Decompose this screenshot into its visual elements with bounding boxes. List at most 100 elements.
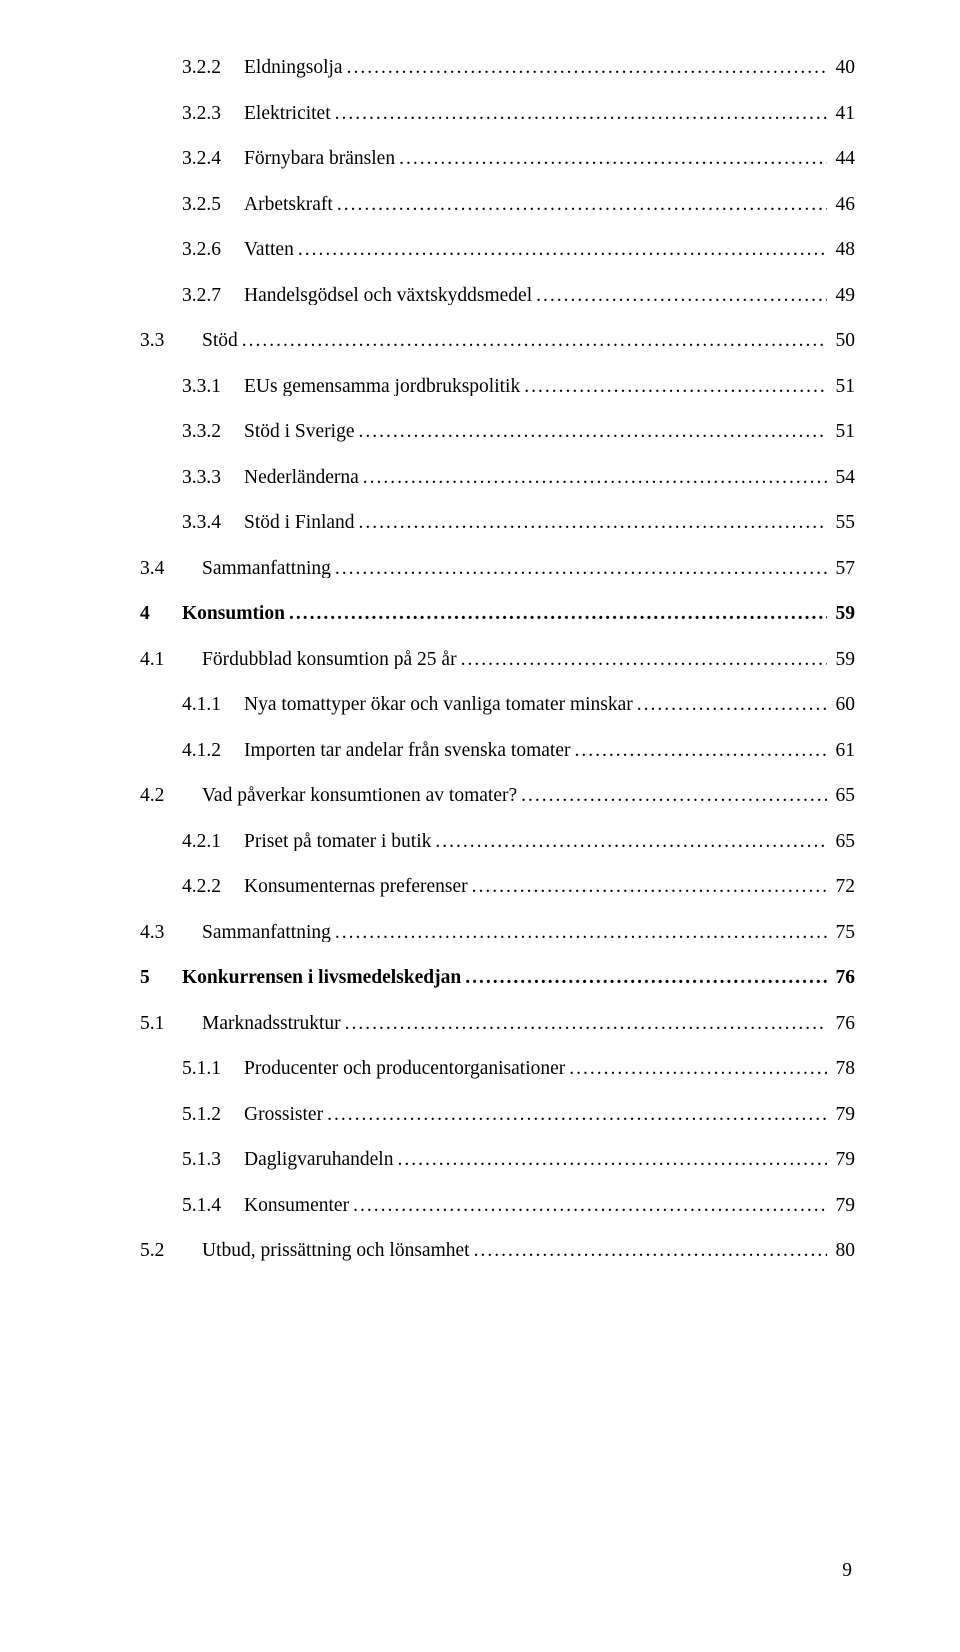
toc-entry-number: 4.1.2 bbox=[182, 741, 244, 761]
toc-leader-dots bbox=[395, 149, 827, 169]
toc-entry-number: 4.1 bbox=[140, 650, 202, 670]
toc-entry-number: 4.2.2 bbox=[182, 877, 244, 897]
toc-entry: 5.2Utbud, prissättning och lönsamhet 80 bbox=[140, 1241, 855, 1261]
toc-leader-dots bbox=[470, 1241, 827, 1261]
toc-entry-page: 61 bbox=[827, 741, 855, 761]
toc-entry-title: Vad påverkar konsumtionen av tomater? bbox=[202, 786, 517, 806]
toc-leader-dots bbox=[570, 741, 827, 761]
toc-entry-page: 49 bbox=[827, 286, 855, 306]
page-number: 9 bbox=[842, 1560, 852, 1582]
toc-entry-title: Förnybara bränslen bbox=[244, 149, 395, 169]
toc-entry-title: Konsumenternas preferenser bbox=[244, 877, 468, 897]
toc-entry-title: Handelsgödsel och växtskyddsmedel bbox=[244, 286, 532, 306]
toc-entry-number: 5.2 bbox=[140, 1241, 202, 1261]
toc-entry-title: Sammanfattning bbox=[202, 923, 331, 943]
toc-entry-page: 65 bbox=[827, 832, 855, 852]
toc-entry-page: 59 bbox=[827, 604, 855, 624]
toc-entry: 5.1.1Producenter och producentorganisati… bbox=[140, 1059, 855, 1079]
toc-entry-title: Producenter och producentorganisationer bbox=[244, 1059, 565, 1079]
toc-entry-number: 5 bbox=[140, 968, 182, 988]
toc-entry-title: Nederländerna bbox=[244, 468, 359, 488]
toc-entry-number: 3.2.3 bbox=[182, 104, 244, 124]
toc-entry: 4.2.2Konsumenternas preferenser 72 bbox=[140, 877, 855, 897]
toc-entry-page: 46 bbox=[827, 195, 855, 215]
toc-entry: 3.2.2Eldningsolja40 bbox=[140, 58, 855, 78]
toc-entry-page: 44 bbox=[827, 149, 855, 169]
toc-entry: 3.3.1EUs gemensamma jordbrukspolitik51 bbox=[140, 377, 855, 397]
toc-entry-number: 5.1.3 bbox=[182, 1150, 244, 1170]
toc-entry: 4.2Vad påverkar konsumtionen av tomater?… bbox=[140, 786, 855, 806]
toc-entry-number: 3.3.1 bbox=[182, 377, 244, 397]
toc-entry: 3.3.4Stöd i Finland55 bbox=[140, 513, 855, 533]
toc-leader-dots bbox=[323, 1105, 827, 1125]
toc-entry-title: Elektricitet bbox=[244, 104, 331, 124]
toc-leader-dots bbox=[468, 877, 827, 897]
toc-entry-page: 65 bbox=[827, 786, 855, 806]
toc-entry-title: Marknadsstruktur bbox=[202, 1014, 341, 1034]
toc-entry-number: 5.1.1 bbox=[182, 1059, 244, 1079]
toc-leader-dots bbox=[343, 58, 827, 78]
toc-entry-title: Stöd bbox=[202, 331, 238, 351]
toc-entry-title: Vatten bbox=[244, 240, 294, 260]
toc-leader-dots bbox=[565, 1059, 827, 1079]
toc-entry-page: 79 bbox=[827, 1196, 855, 1216]
toc-entry: 3.3.2Stöd i Sverige51 bbox=[140, 422, 855, 442]
toc-entry-number: 4.1.1 bbox=[182, 695, 244, 715]
toc-entry-page: 79 bbox=[827, 1105, 855, 1125]
toc-entry-number: 3.4 bbox=[140, 559, 202, 579]
toc-entry-number: 4 bbox=[140, 604, 182, 624]
toc-entry-title: Fördubblad konsumtion på 25 år bbox=[202, 650, 457, 670]
toc-entry-page: 80 bbox=[827, 1241, 855, 1261]
toc-entry-page: 76 bbox=[827, 968, 855, 988]
toc-entry-page: 54 bbox=[827, 468, 855, 488]
toc-leader-dots bbox=[331, 104, 827, 124]
toc-entry-page: 75 bbox=[827, 923, 855, 943]
toc-entry-page: 41 bbox=[827, 104, 855, 124]
toc-entry: 5.1Marknadsstruktur 76 bbox=[140, 1014, 855, 1034]
toc-entry: 3.2.6Vatten48 bbox=[140, 240, 855, 260]
toc-entry: 4.1.1Nya tomattyper ökar och vanliga tom… bbox=[140, 695, 855, 715]
toc-entry: 5.1.3Dagligvaruhandeln79 bbox=[140, 1150, 855, 1170]
toc-leader-dots bbox=[517, 786, 827, 806]
toc-leader-dots bbox=[331, 559, 827, 579]
toc-entry-page: 51 bbox=[827, 377, 855, 397]
toc-entry-title: Arbetskraft bbox=[244, 195, 333, 215]
toc-leader-dots bbox=[532, 286, 827, 306]
toc-entry-page: 76 bbox=[827, 1014, 855, 1034]
toc-entry-page: 72 bbox=[827, 877, 855, 897]
toc-entry-number: 3.3.3 bbox=[182, 468, 244, 488]
toc-entry: 3.2.7Handelsgödsel och växtskyddsmedel 49 bbox=[140, 286, 855, 306]
toc-entry-title: Stöd i Sverige bbox=[244, 422, 355, 442]
toc-entry: 3.4Sammanfattning57 bbox=[140, 559, 855, 579]
toc-entry-page: 51 bbox=[827, 422, 855, 442]
toc-leader-dots bbox=[457, 650, 827, 670]
toc-leader-dots bbox=[285, 604, 827, 624]
toc-entry-page: 78 bbox=[827, 1059, 855, 1079]
toc-leader-dots bbox=[359, 468, 827, 488]
toc-entry-title: Utbud, prissättning och lönsamhet bbox=[202, 1241, 470, 1261]
toc-entry: 3.2.5Arbetskraft46 bbox=[140, 195, 855, 215]
toc-entry: 4.1Fördubblad konsumtion på 25 år59 bbox=[140, 650, 855, 670]
toc-entry: 4.1.2Importen tar andelar från svenska t… bbox=[140, 741, 855, 761]
toc-leader-dots bbox=[431, 832, 827, 852]
toc-entry-page: 60 bbox=[827, 695, 855, 715]
toc-entry-number: 5.1.2 bbox=[182, 1105, 244, 1125]
toc-entry: 4Konsumtion59 bbox=[140, 604, 855, 624]
toc-entry-title: Sammanfattning bbox=[202, 559, 331, 579]
toc-entry-number: 3.3 bbox=[140, 331, 202, 351]
toc-entry-title: Konsumenter bbox=[244, 1196, 349, 1216]
toc-leader-dots bbox=[355, 422, 828, 442]
toc-entry-number: 3.2.4 bbox=[182, 149, 244, 169]
toc-entry-title: Dagligvaruhandeln bbox=[244, 1150, 393, 1170]
toc-leader-dots bbox=[355, 513, 827, 533]
toc-entry-number: 4.3 bbox=[140, 923, 202, 943]
toc-entry-number: 3.2.7 bbox=[182, 286, 244, 306]
toc-entry-title: Grossister bbox=[244, 1105, 323, 1125]
toc-entry-title: Eldningsolja bbox=[244, 58, 343, 78]
toc-entry-number: 3.2.2 bbox=[182, 58, 244, 78]
toc-entry-number: 4.2.1 bbox=[182, 832, 244, 852]
toc-entry: 5Konkurrensen i livsmedelskedjan76 bbox=[140, 968, 855, 988]
toc-entry-number: 5.1 bbox=[140, 1014, 202, 1034]
toc-entry-number: 3.2.6 bbox=[182, 240, 244, 260]
toc-entry-title: Nya tomattyper ökar och vanliga tomater … bbox=[244, 695, 633, 715]
